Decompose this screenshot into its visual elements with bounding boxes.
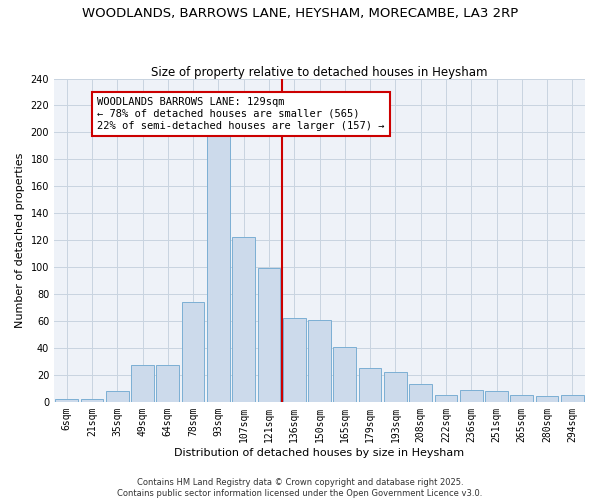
X-axis label: Distribution of detached houses by size in Heysham: Distribution of detached houses by size …: [175, 448, 464, 458]
Bar: [409, 384, 432, 402]
Bar: [536, 396, 559, 402]
Bar: [283, 318, 305, 402]
Bar: [257, 268, 280, 402]
Bar: [485, 391, 508, 402]
Bar: [232, 238, 255, 402]
Bar: [207, 134, 230, 402]
Y-axis label: Number of detached properties: Number of detached properties: [15, 152, 25, 328]
Bar: [334, 346, 356, 402]
Bar: [384, 372, 407, 402]
Bar: [106, 391, 128, 402]
Bar: [434, 395, 457, 402]
Bar: [80, 399, 103, 402]
Bar: [561, 395, 584, 402]
Bar: [131, 366, 154, 402]
Bar: [182, 302, 205, 402]
Bar: [157, 366, 179, 402]
Bar: [359, 368, 382, 402]
Bar: [308, 320, 331, 402]
Title: Size of property relative to detached houses in Heysham: Size of property relative to detached ho…: [151, 66, 488, 78]
Bar: [460, 390, 482, 402]
Text: WOODLANDS, BARROWS LANE, HEYSHAM, MORECAMBE, LA3 2RP: WOODLANDS, BARROWS LANE, HEYSHAM, MORECA…: [82, 8, 518, 20]
Text: Contains HM Land Registry data © Crown copyright and database right 2025.
Contai: Contains HM Land Registry data © Crown c…: [118, 478, 482, 498]
Text: WOODLANDS BARROWS LANE: 129sqm
← 78% of detached houses are smaller (565)
22% of: WOODLANDS BARROWS LANE: 129sqm ← 78% of …: [97, 98, 385, 130]
Bar: [511, 395, 533, 402]
Bar: [55, 399, 78, 402]
